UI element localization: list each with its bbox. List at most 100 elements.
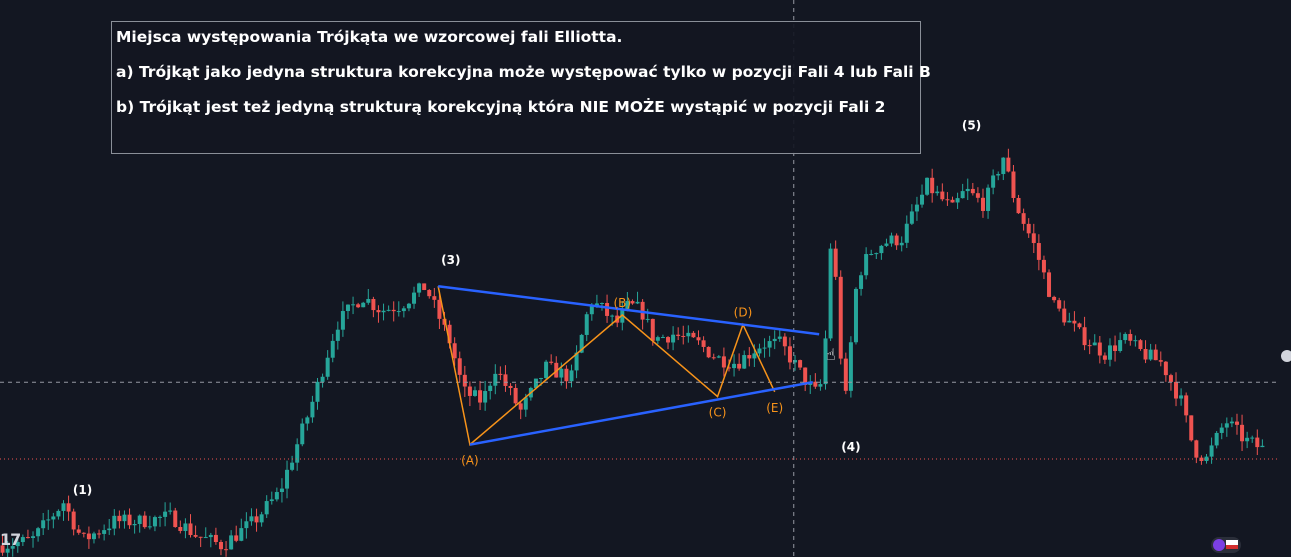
- trendline-upper[interactable]: [437, 284, 820, 336]
- candle: [676, 327, 681, 341]
- candle: [1113, 335, 1118, 362]
- candle: [345, 304, 350, 320]
- candle: [183, 518, 188, 539]
- candle: [279, 478, 284, 503]
- candle: [884, 238, 889, 247]
- candle: [605, 294, 610, 323]
- candle: [76, 525, 81, 535]
- candle: [300, 418, 305, 447]
- candle: [15, 534, 20, 553]
- candle: [813, 373, 818, 389]
- candle: [711, 353, 716, 360]
- candle: [427, 289, 432, 299]
- labels-layer: (1) (3) (4) (5) (A) (B) (C) (D) (E): [73, 118, 981, 497]
- candle: [66, 495, 71, 521]
- price-axis-handle-icon[interactable]: [1281, 350, 1291, 362]
- candle: [1021, 208, 1026, 231]
- candle: [1148, 343, 1153, 361]
- candle: [1107, 338, 1112, 367]
- candle: [874, 252, 879, 260]
- candle: [742, 350, 747, 369]
- candle: [757, 343, 762, 357]
- candle: [737, 353, 742, 371]
- candle: [818, 379, 823, 391]
- candle: [660, 334, 665, 339]
- annotation-title: Miejsca występowania Trójkąta we wzorcow…: [116, 28, 623, 46]
- candle: [686, 325, 691, 343]
- candle: [56, 509, 61, 520]
- candle: [498, 366, 503, 381]
- candle: [889, 232, 894, 247]
- candle: [777, 329, 782, 342]
- candle: [1199, 455, 1204, 465]
- candle: [10, 538, 15, 557]
- candle: [1204, 454, 1209, 464]
- candle: [955, 192, 960, 209]
- candle: [970, 182, 975, 196]
- candle: [1153, 344, 1158, 361]
- candle: [894, 233, 899, 250]
- candle: [51, 512, 56, 529]
- candle: [803, 367, 808, 392]
- candle: [935, 185, 940, 196]
- candle: [1026, 218, 1031, 238]
- tradingview-logo-icon[interactable]: 17: [0, 530, 21, 549]
- candle: [920, 184, 925, 208]
- candle: [1016, 194, 1021, 214]
- candle: [127, 508, 132, 529]
- wave-label: (3): [441, 253, 460, 267]
- candle: [142, 511, 147, 529]
- candle: [960, 183, 965, 199]
- triangle-subwave-zigzag[interactable]: [437, 286, 776, 446]
- candle: [554, 356, 559, 378]
- candle: [25, 529, 30, 539]
- candle: [249, 508, 254, 526]
- candle: [20, 534, 25, 547]
- candle: [310, 395, 315, 423]
- candle: [975, 187, 980, 203]
- candle: [224, 541, 229, 557]
- candle: [467, 381, 472, 407]
- annotation-box[interactable]: Miejsca występowania Trójkąta we wzorcow…: [111, 21, 931, 154]
- candle: [71, 508, 76, 536]
- candle: [864, 247, 869, 280]
- trendline-lower[interactable]: [469, 380, 814, 446]
- candle: [1001, 157, 1006, 181]
- candle: [462, 365, 467, 397]
- candle: [361, 301, 366, 308]
- candle: [1189, 415, 1194, 442]
- candle: [274, 487, 279, 502]
- candle: [681, 325, 686, 345]
- candle: [1052, 295, 1057, 303]
- candle: [1087, 339, 1092, 355]
- candle: [91, 531, 96, 544]
- candle: [635, 291, 640, 305]
- candle: [117, 510, 122, 529]
- candle: [472, 386, 477, 397]
- candle: [1047, 269, 1052, 298]
- candle: [132, 519, 137, 534]
- candle: [625, 291, 630, 312]
- candle: [879, 244, 884, 260]
- candle: [178, 520, 183, 534]
- candle: [163, 502, 168, 527]
- candle: [1082, 316, 1087, 351]
- candle: [320, 373, 325, 388]
- candle: [386, 305, 391, 312]
- candle: [782, 333, 787, 356]
- candle: [5, 540, 10, 557]
- candle: [264, 495, 269, 519]
- candle: [1143, 340, 1148, 364]
- candle: [1219, 423, 1224, 440]
- candle: [1174, 372, 1179, 407]
- candle: [1102, 352, 1107, 365]
- drawings-layer[interactable]: [437, 284, 820, 446]
- candle: [412, 286, 417, 309]
- candle: [31, 531, 36, 548]
- candle: [721, 347, 726, 377]
- candle: [330, 333, 335, 363]
- candle: [909, 204, 914, 226]
- candle: [295, 438, 300, 471]
